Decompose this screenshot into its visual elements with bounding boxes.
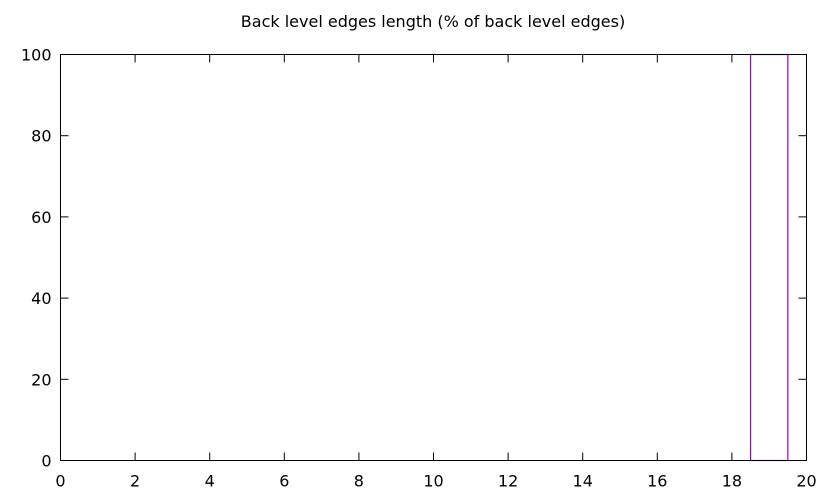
plot-frame <box>60 54 807 461</box>
y-tick-label-3: 60 <box>31 208 51 227</box>
chart-title: Back level edges length (% of back level… <box>241 12 625 31</box>
bars-layer <box>749 53 789 462</box>
y-tick-label-2: 40 <box>31 289 51 308</box>
x-tick-label-5: 10 <box>423 472 443 491</box>
x-tick-label-3: 6 <box>279 472 289 491</box>
x-tick-label-4: 8 <box>354 472 364 491</box>
y-tick-label-5: 100 <box>21 46 52 65</box>
x-tick-label-10: 20 <box>796 472 816 491</box>
y-tick-label-4: 80 <box>31 127 51 146</box>
ticks-layer: 0 2 4 6 8 10 12 14 16 18 20 0 20 40 60 80 100 <box>21 46 817 491</box>
x-tick-label-0: 0 <box>55 472 65 491</box>
x-tick-label-7: 14 <box>573 472 593 491</box>
x-tick-label-8: 16 <box>647 472 667 491</box>
y-tick-label-0: 0 <box>41 452 51 471</box>
bar-0 <box>749 53 789 462</box>
y-tick-label-1: 20 <box>31 370 51 389</box>
x-tick-label-2: 4 <box>205 472 215 491</box>
x-tick-label-9: 18 <box>722 472 742 491</box>
x-tick-label-1: 2 <box>130 472 140 491</box>
x-tick-label-6: 12 <box>498 472 518 491</box>
